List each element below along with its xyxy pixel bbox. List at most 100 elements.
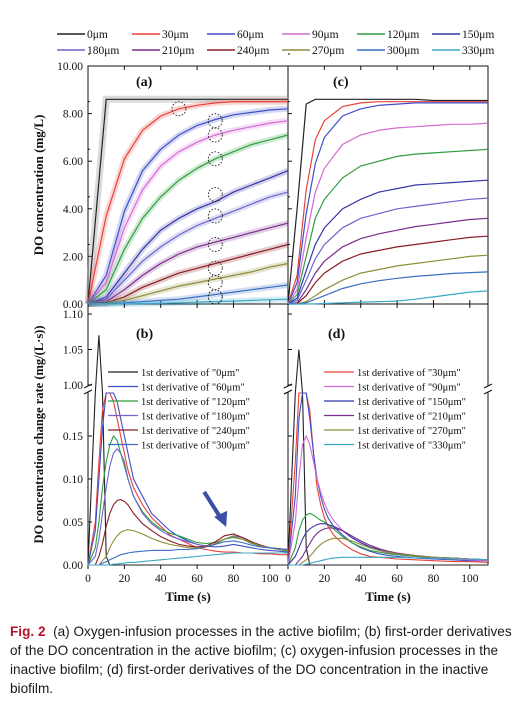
caption-label: Fig. 2: [10, 624, 46, 639]
legend-item: 120μm: [357, 29, 419, 41]
marker-circle: [207, 127, 223, 143]
marker-circle: [207, 237, 223, 252]
legend-label: 1st derivative of "0μm": [141, 368, 239, 379]
series-line-a: [88, 298, 289, 305]
legend-label: 0μm: [87, 29, 108, 41]
legend-item: 300μm: [357, 45, 419, 57]
series-line-c: [287, 235, 489, 305]
series-line-c: [287, 217, 489, 305]
series-line-d: [287, 349, 488, 566]
y-tick-label-a: 2.00: [63, 251, 83, 263]
panel-label-d: (d): [328, 327, 345, 342]
legend-label: 1st derivative of "270μm": [357, 426, 466, 437]
x-tick-label-d: 100: [461, 573, 479, 585]
series-line-a: [87, 101, 288, 305]
series-line-b: [87, 335, 288, 566]
series-band: [85, 105, 289, 306]
series-line-b: [88, 552, 288, 566]
y-axis-label-a: DO concentration (mg/L): [31, 115, 46, 256]
legend-item: 180μm: [57, 45, 119, 57]
series-line-a: [87, 243, 289, 305]
series-line-a: [87, 222, 289, 305]
legend-label: 1st derivative of "90μm": [357, 383, 461, 394]
legend-item-b: 1st derivative of "0μm": [108, 368, 239, 379]
legend-label: 270μm: [312, 45, 344, 57]
panel-label-c: (c): [333, 75, 349, 90]
y-tick-label-b: 0.00: [63, 560, 83, 572]
axis-break-gap-b: [85, 386, 291, 392]
x-tick-label-d: 80: [428, 573, 440, 585]
legend-item-b: 1st derivative of "60μm": [108, 383, 245, 394]
caption-text: (a) Oxygen-infusion processes in the act…: [10, 624, 512, 696]
legend-item-d: 1st derivative of "150μm": [324, 397, 466, 408]
series-line-c: [287, 102, 488, 305]
legend-label: 330μm: [462, 45, 494, 57]
y-tick-label-b: 1.05: [63, 345, 83, 357]
axis-break-mark: [483, 383, 493, 389]
legend-item: 210μm: [132, 45, 194, 57]
legend-label: 1st derivative of "150μm": [357, 397, 466, 408]
x-tick-label-b: 20: [119, 573, 131, 585]
y-tick-label-a: 10.00: [57, 61, 83, 73]
legend-item: 90μm: [282, 29, 339, 41]
legend-item-d: 1st derivative of "210μm": [324, 412, 466, 423]
legend-label: 1st derivative of "240μm": [141, 426, 250, 437]
y-tick-label-b: 0.05: [63, 517, 83, 529]
legend-item: 240μm: [207, 45, 269, 57]
series-line-c: [287, 197, 489, 305]
legend-label: 240μm: [237, 45, 269, 57]
legend-label: 60μm: [237, 29, 264, 41]
legend-item-b: 1st derivative of "180μm": [108, 412, 250, 423]
x-axis-label-b: Time (s): [165, 589, 211, 604]
legend-label: 300μm: [387, 45, 419, 57]
legend-item-d: 1st derivative of "270μm": [324, 426, 466, 437]
legend-label: 1st derivative of "120μm": [141, 397, 250, 408]
series-line-a: [87, 120, 289, 305]
panel-label-b: (b): [136, 327, 153, 342]
x-tick-label-d: 0: [285, 573, 291, 585]
series-line-c: [287, 148, 489, 305]
legend-item-b: 1st derivative of "300μm": [108, 441, 250, 452]
legend-item: 330μm: [432, 45, 494, 57]
legend-label: 30μm: [162, 29, 189, 41]
legend-label: 120μm: [387, 29, 419, 41]
series-line-c: [287, 122, 489, 305]
series-line-d: [288, 537, 489, 566]
x-tick-label-d: 60: [391, 573, 403, 585]
series-line-a: [87, 170, 289, 305]
y-tick-label-b: 0.10: [63, 474, 83, 486]
legend-item: 60μm: [207, 29, 264, 41]
marker-circle: [171, 101, 187, 117]
legend-label: 210μm: [162, 45, 194, 57]
series-line-a: [87, 191, 289, 305]
series-line-a: [87, 98, 288, 305]
x-tick-label-d: 40: [355, 573, 367, 585]
x-tick-label-b: 40: [155, 573, 167, 585]
legend-label: 180μm: [87, 45, 119, 57]
y-axis-label-b: DO concentration change rate (mg/(L·s)): [32, 325, 46, 543]
legend-label: 1st derivative of "330μm": [357, 441, 466, 452]
legend-item-b: 1st derivative of "240μm": [108, 426, 250, 437]
legend-item-d: 1st derivative of "330μm": [324, 441, 466, 452]
legend-label: 1st derivative of "180μm": [141, 412, 250, 423]
panel-label-a: (a): [136, 75, 153, 90]
legend-item-b: 1st derivative of "120μm": [108, 397, 250, 408]
axis-break-mark: [483, 389, 493, 395]
legend-label: 90μm: [312, 29, 339, 41]
legend-item: 150μm: [432, 29, 494, 41]
axis-break-mark: [83, 389, 93, 395]
legend-label: 150μm: [462, 29, 494, 41]
series-line-a: [87, 134, 289, 305]
marker-circle: [207, 289, 223, 305]
series-line-b: [88, 499, 289, 566]
y-tick-label-b: 1.00: [63, 380, 83, 392]
series-line-a: [87, 284, 289, 305]
series-line-c: [287, 254, 489, 305]
figure-caption: Fig. 2 (a) Oxygen-infusion processes in …: [10, 622, 515, 698]
series-line-c: [288, 271, 489, 305]
series-line-b: [88, 540, 289, 566]
legend-label: 1st derivative of "210μm": [357, 412, 466, 423]
series-line-d: [287, 434, 489, 566]
y-tick-label-a: 4.00: [63, 204, 83, 216]
y-tick-label-b: 0.15: [63, 431, 83, 443]
